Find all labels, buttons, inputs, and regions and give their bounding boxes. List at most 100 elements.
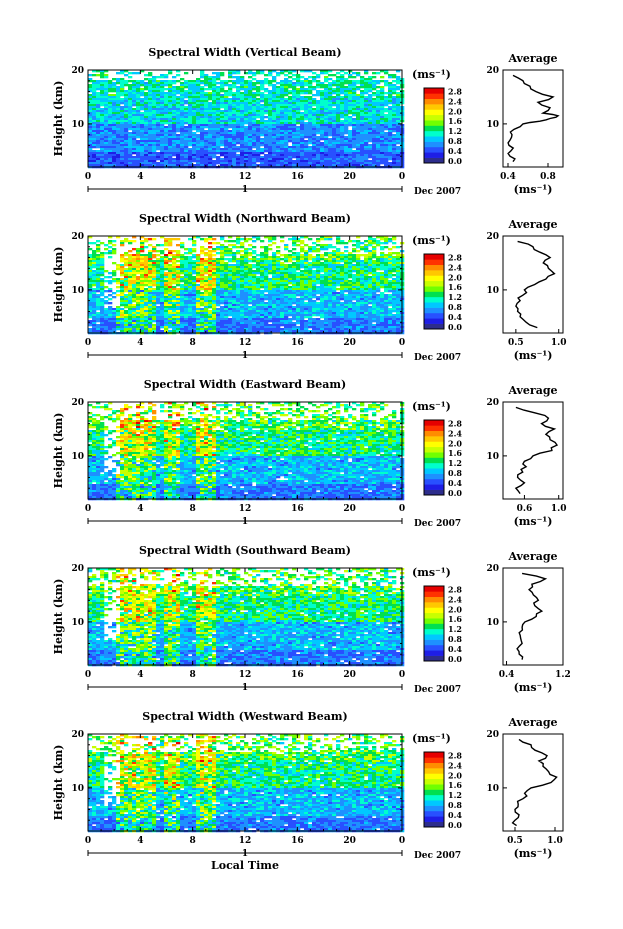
heatmap-cell bbox=[120, 112, 125, 115]
heatmap-cell bbox=[288, 272, 293, 275]
heatmap-cell bbox=[312, 118, 317, 121]
heatmap-cell bbox=[104, 108, 109, 111]
heatmap-cell bbox=[328, 138, 333, 141]
heatmap-cell bbox=[168, 272, 173, 275]
heatmap-cell bbox=[372, 160, 377, 163]
heatmap-cell bbox=[388, 254, 393, 257]
heatmap-cell bbox=[208, 148, 213, 151]
heatmap-cell bbox=[248, 126, 253, 129]
heatmap-cell bbox=[380, 152, 385, 155]
heatmap-cell bbox=[264, 96, 269, 99]
heatmap-cell bbox=[356, 162, 361, 165]
heatmap-cell bbox=[196, 118, 201, 121]
y-tick-label: 10 bbox=[71, 120, 84, 130]
heatmap-cell bbox=[296, 156, 301, 159]
heatmap-cell bbox=[368, 244, 373, 247]
heatmap-cell bbox=[336, 84, 341, 87]
heatmap-cell bbox=[208, 266, 213, 269]
heatmap-cell bbox=[264, 156, 269, 159]
heatmap-cell bbox=[236, 100, 241, 103]
heatmap-cell bbox=[360, 276, 365, 279]
heatmap-cell bbox=[352, 112, 357, 115]
heatmap-cell bbox=[168, 110, 173, 113]
heatmap-cell bbox=[136, 92, 141, 95]
heatmap-cell bbox=[328, 272, 333, 275]
heatmap-cell bbox=[344, 256, 349, 259]
heatmap-cell bbox=[104, 276, 109, 279]
heatmap-cell bbox=[380, 156, 385, 159]
heatmap-cell bbox=[384, 98, 389, 101]
heatmap-cell bbox=[204, 114, 209, 117]
heatmap-cell bbox=[132, 104, 137, 107]
heatmap-cell bbox=[92, 266, 97, 269]
heatmap-cell bbox=[108, 246, 113, 249]
heatmap-cell bbox=[388, 120, 393, 123]
heatmap-cell bbox=[88, 268, 93, 271]
heatmap-cell bbox=[324, 92, 329, 95]
heatmap-cell bbox=[236, 240, 241, 243]
heatmap-cell bbox=[180, 162, 185, 165]
heatmap-cell bbox=[264, 266, 269, 269]
heatmap-cell bbox=[140, 128, 145, 131]
heatmap-cell bbox=[208, 96, 213, 99]
heatmap-cell bbox=[160, 150, 165, 153]
heatmap-cell bbox=[340, 276, 345, 279]
heatmap-cell bbox=[120, 70, 125, 73]
heatmap-cell bbox=[168, 116, 173, 119]
heatmap-cell bbox=[364, 138, 369, 141]
heatmap-cell bbox=[368, 154, 373, 157]
heatmap-cell bbox=[160, 94, 165, 97]
heatmap-cell bbox=[272, 86, 277, 89]
heatmap-cell bbox=[160, 134, 165, 137]
heatmap-cell bbox=[288, 76, 293, 79]
heatmap-cell bbox=[112, 90, 117, 93]
heatmap-cell bbox=[244, 150, 249, 153]
heatmap-cell bbox=[332, 88, 337, 91]
heatmap-cell bbox=[172, 250, 177, 253]
heatmap-cell bbox=[336, 128, 341, 131]
heatmap-cell bbox=[96, 114, 101, 117]
heatmap-cell bbox=[300, 246, 305, 249]
heatmap-cell bbox=[384, 242, 389, 245]
heatmap-cell bbox=[112, 116, 117, 119]
heatmap-cell bbox=[304, 108, 309, 111]
heatmap-cell bbox=[92, 262, 97, 265]
heatmap-cell bbox=[192, 96, 197, 99]
heatmap-cell bbox=[284, 106, 289, 109]
heatmap-cell bbox=[180, 94, 185, 97]
heatmap-cell bbox=[112, 84, 117, 87]
heatmap-cell bbox=[204, 262, 209, 265]
heatmap-cell bbox=[120, 116, 125, 119]
heatmap-cell bbox=[236, 154, 241, 157]
heatmap-cell bbox=[280, 102, 285, 105]
heatmap-cell bbox=[276, 156, 281, 159]
heatmap-cell bbox=[120, 270, 125, 273]
heatmap-cell bbox=[272, 122, 277, 125]
heatmap-cell bbox=[336, 264, 341, 267]
heatmap-cell bbox=[304, 88, 309, 91]
heatmap-cell bbox=[128, 124, 133, 127]
heatmap-cell bbox=[132, 260, 137, 263]
heatmap-cell bbox=[264, 278, 269, 281]
heatmap-cell bbox=[208, 268, 213, 271]
heatmap-cell bbox=[280, 162, 285, 165]
heatmap-cell bbox=[280, 154, 285, 157]
heatmap-cell bbox=[336, 156, 341, 159]
heatmap-cell bbox=[312, 256, 317, 259]
heatmap-cell bbox=[280, 106, 285, 109]
heatmap-cell bbox=[144, 256, 149, 259]
heatmap-cell bbox=[232, 122, 237, 125]
heatmap-cell bbox=[148, 278, 153, 281]
heatmap-cell bbox=[216, 280, 221, 283]
heatmap-cell bbox=[144, 104, 149, 107]
heatmap-cell bbox=[128, 162, 133, 165]
heatmap-cell bbox=[280, 274, 285, 277]
heatmap-cell bbox=[212, 114, 217, 117]
heatmap-cell bbox=[188, 266, 193, 269]
heatmap-cell bbox=[104, 132, 109, 135]
heatmap-cell bbox=[284, 272, 289, 275]
heatmap-cell bbox=[208, 82, 213, 85]
heatmap-cell bbox=[112, 248, 117, 251]
heatmap-cell bbox=[120, 272, 125, 275]
heatmap-cell bbox=[304, 160, 309, 163]
